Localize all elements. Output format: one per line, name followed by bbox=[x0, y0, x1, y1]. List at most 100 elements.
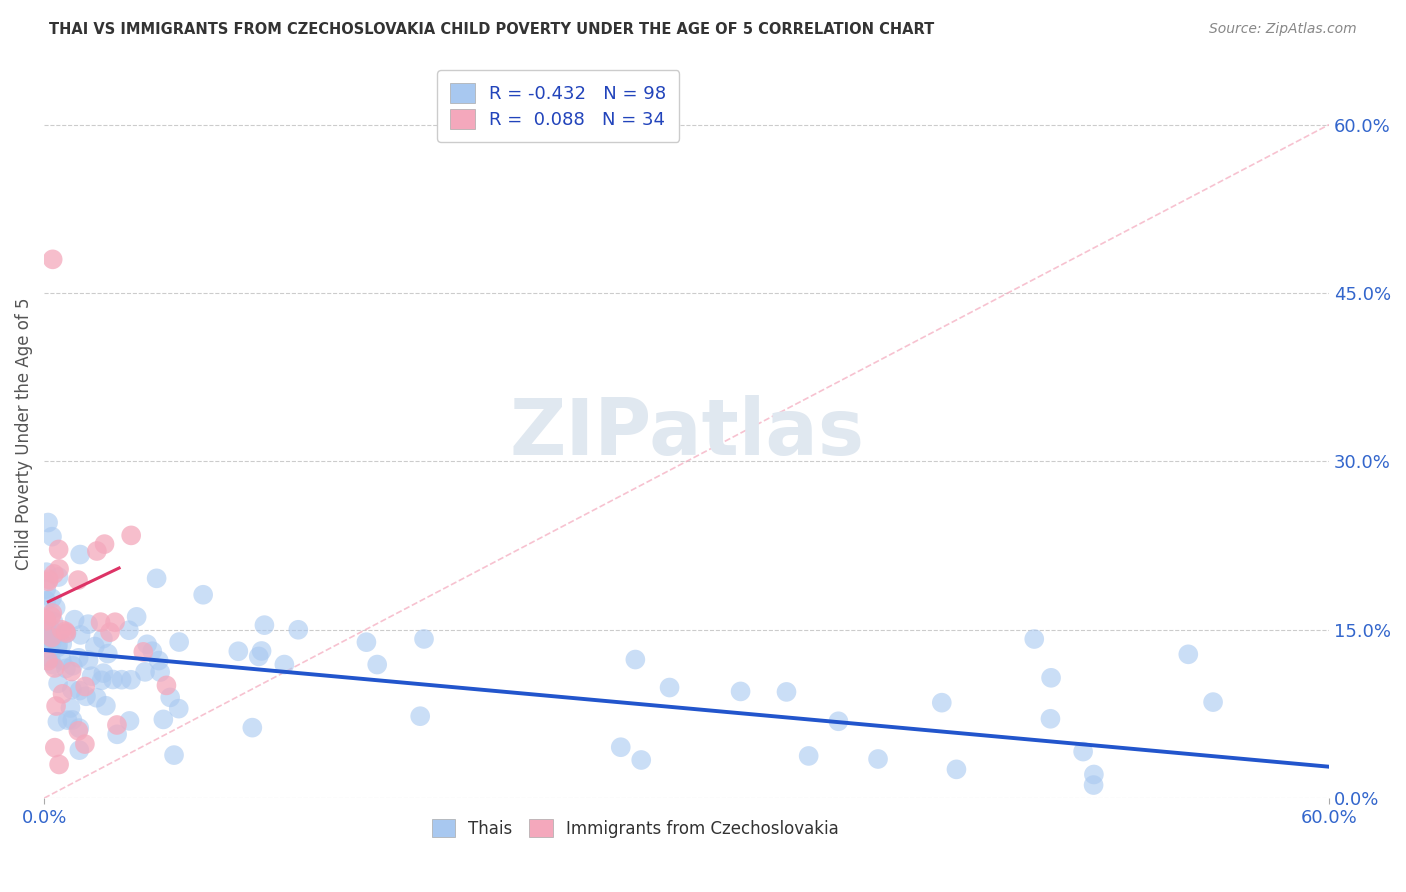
Point bbox=[413, 632, 436, 646]
Point bbox=[827, 714, 849, 729]
Point bbox=[69, 683, 91, 698]
Point bbox=[75, 680, 97, 694]
Point bbox=[797, 748, 820, 763]
Point bbox=[610, 740, 633, 755]
Point bbox=[41, 252, 63, 267]
Point bbox=[86, 690, 108, 705]
Point bbox=[55, 661, 77, 675]
Point bbox=[77, 653, 100, 667]
Point bbox=[163, 748, 186, 763]
Point bbox=[253, 618, 276, 632]
Point bbox=[38, 641, 60, 656]
Point bbox=[155, 678, 177, 692]
Point bbox=[67, 743, 90, 757]
Point bbox=[80, 669, 103, 683]
Point bbox=[111, 673, 134, 687]
Point bbox=[93, 537, 115, 551]
Text: Source: ZipAtlas.com: Source: ZipAtlas.com bbox=[1209, 22, 1357, 37]
Point bbox=[145, 571, 167, 585]
Point bbox=[37, 654, 59, 668]
Point bbox=[42, 566, 65, 581]
Point bbox=[101, 673, 124, 687]
Point bbox=[1071, 745, 1094, 759]
Point bbox=[366, 657, 388, 672]
Point bbox=[45, 699, 67, 714]
Point bbox=[75, 690, 97, 704]
Point bbox=[39, 651, 62, 665]
Point bbox=[94, 698, 117, 713]
Point bbox=[132, 645, 155, 659]
Point bbox=[730, 684, 752, 698]
Point bbox=[152, 713, 174, 727]
Point bbox=[60, 713, 83, 727]
Point bbox=[38, 627, 60, 641]
Point bbox=[46, 640, 69, 655]
Point bbox=[41, 631, 63, 645]
Point bbox=[62, 658, 84, 673]
Point bbox=[48, 757, 70, 772]
Point bbox=[93, 666, 115, 681]
Point bbox=[1040, 671, 1063, 685]
Point bbox=[866, 752, 889, 766]
Point bbox=[120, 673, 142, 687]
Text: ZIPatlas: ZIPatlas bbox=[509, 395, 865, 471]
Point bbox=[1202, 695, 1225, 709]
Point bbox=[250, 644, 273, 658]
Point bbox=[624, 652, 647, 666]
Point bbox=[125, 610, 148, 624]
Point bbox=[118, 714, 141, 728]
Point bbox=[46, 676, 69, 690]
Point bbox=[46, 638, 69, 652]
Point bbox=[41, 591, 63, 606]
Point bbox=[1039, 712, 1062, 726]
Point bbox=[48, 542, 70, 557]
Legend: Thais, Immigrants from Czechoslovakia: Thais, Immigrants from Czechoslovakia bbox=[425, 813, 845, 845]
Point bbox=[90, 673, 112, 688]
Point bbox=[240, 721, 263, 735]
Point bbox=[66, 573, 89, 587]
Point bbox=[97, 647, 120, 661]
Point bbox=[48, 562, 70, 576]
Point bbox=[51, 687, 73, 701]
Point bbox=[51, 653, 73, 667]
Point bbox=[55, 624, 77, 639]
Point bbox=[55, 626, 77, 640]
Point bbox=[83, 640, 105, 654]
Point bbox=[141, 644, 163, 658]
Point bbox=[46, 714, 69, 729]
Point bbox=[35, 612, 58, 626]
Point bbox=[44, 740, 66, 755]
Point bbox=[945, 763, 967, 777]
Y-axis label: Child Poverty Under the Age of 5: Child Poverty Under the Age of 5 bbox=[15, 297, 32, 570]
Point bbox=[118, 624, 141, 638]
Point bbox=[67, 650, 90, 665]
Point bbox=[38, 572, 60, 586]
Point bbox=[37, 574, 59, 589]
Point bbox=[247, 649, 270, 664]
Point bbox=[59, 701, 82, 715]
Point bbox=[41, 635, 63, 649]
Point bbox=[35, 582, 58, 596]
Point bbox=[42, 615, 65, 629]
Point bbox=[69, 548, 91, 562]
Point bbox=[67, 721, 90, 735]
Point bbox=[134, 665, 156, 679]
Point bbox=[931, 696, 953, 710]
Point bbox=[51, 637, 73, 651]
Point bbox=[273, 657, 295, 672]
Point bbox=[44, 661, 66, 675]
Point bbox=[39, 622, 62, 636]
Point bbox=[41, 657, 63, 672]
Point bbox=[104, 615, 127, 630]
Point bbox=[39, 632, 62, 646]
Point bbox=[35, 565, 58, 579]
Point bbox=[1024, 632, 1046, 646]
Point bbox=[1083, 778, 1105, 792]
Point bbox=[41, 606, 63, 620]
Point bbox=[630, 753, 652, 767]
Point bbox=[55, 626, 77, 640]
Point bbox=[1177, 648, 1199, 662]
Point bbox=[69, 628, 91, 642]
Point bbox=[148, 654, 170, 668]
Point bbox=[356, 635, 378, 649]
